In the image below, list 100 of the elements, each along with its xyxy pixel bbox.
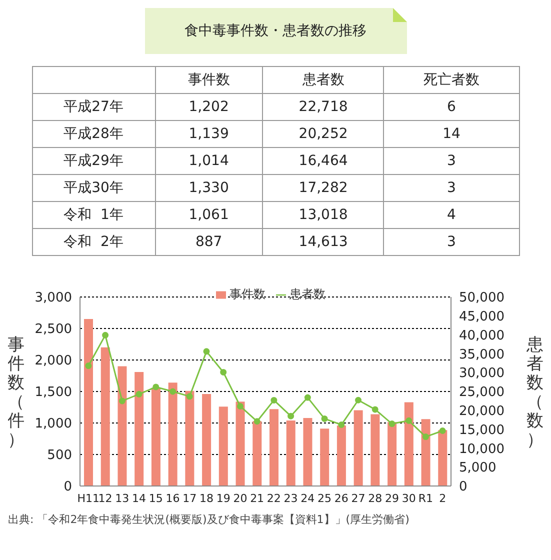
bar [438, 430, 448, 486]
x-tick-label: 22 [266, 492, 281, 505]
text: 事件数 [155, 66, 263, 94]
bar [134, 372, 144, 486]
bar [218, 406, 228, 486]
y2-tick-label: 30,000 [459, 366, 504, 382]
y-tick-label: 3,000 [34, 290, 72, 306]
x-tick-label: 26 [334, 492, 348, 505]
data-label: 4 [384, 202, 519, 228]
data-label: 20,252 [262, 120, 384, 148]
bar [303, 418, 312, 486]
x-tick-label: 27 [351, 492, 366, 505]
x-tick-label: 24 [300, 492, 315, 505]
point [422, 434, 429, 440]
bar [370, 414, 380, 486]
x-tick-label: 16 [166, 492, 180, 505]
data-label: 1,330 [155, 174, 263, 202]
point [85, 362, 92, 370]
bar [286, 420, 296, 486]
point [338, 422, 345, 428]
bar [421, 419, 430, 486]
bar [236, 402, 245, 486]
data-label: 1,014 [155, 148, 263, 174]
data-label: 6 [384, 94, 519, 120]
point [118, 398, 126, 404]
data-label: 1,202 [155, 94, 263, 120]
point [321, 415, 328, 422]
x-tick-label: 21 [250, 492, 264, 505]
category-label: 平成29年 [32, 148, 155, 174]
category-label: 平成28年 [32, 120, 155, 148]
point [203, 348, 210, 355]
point [355, 396, 362, 404]
point [236, 402, 244, 410]
x-tick-label: 18 [199, 492, 214, 505]
x-tick-label: 19 [216, 492, 230, 505]
y2-tick-label: 35,000 [459, 347, 504, 362]
y-tick-label: 2,500 [34, 322, 72, 338]
data-label: 887 [155, 228, 263, 256]
x-tick-label: 30 [402, 492, 416, 505]
data-label: 3 [384, 174, 519, 202]
bar [100, 347, 110, 486]
y2-tick-label: 0 [459, 480, 468, 495]
category-label: 平成30年 [32, 174, 155, 202]
bar [202, 394, 212, 486]
point [304, 394, 311, 401]
x-tick-label: 15 [148, 492, 163, 505]
x-tick-label: 23 [284, 492, 298, 505]
x-tick-label: H11 [77, 492, 100, 505]
bar [151, 388, 160, 486]
text: 食中毒事件数・患者数の推移 [184, 23, 366, 39]
y-tick-label: 500 [47, 448, 72, 464]
bar [388, 422, 397, 486]
point [152, 384, 160, 390]
point [220, 368, 227, 376]
y2-tick-label: 50,000 [459, 290, 504, 306]
bar [185, 390, 194, 486]
x-tick-label: 25 [318, 492, 332, 505]
data-label: 1,139 [155, 120, 263, 148]
bar [354, 410, 363, 486]
data-label: 13,018 [262, 202, 384, 228]
text: 死亡者数 [384, 66, 519, 94]
x-tick-label: 2 [439, 492, 446, 505]
text: 患者数 [262, 66, 384, 94]
bar [84, 319, 93, 486]
y-tick-label: 2,000 [34, 354, 72, 369]
y2-tick-label: 40,000 [459, 328, 504, 344]
bar [252, 421, 262, 486]
point [288, 412, 294, 420]
category-label: 平成27年 [32, 94, 155, 120]
category-label: 令和 2年 [32, 228, 155, 256]
category-label: 令和 1年 [32, 202, 155, 228]
data-label: 22,718 [262, 94, 384, 120]
point [388, 420, 396, 428]
x-tick-label: 14 [132, 492, 146, 505]
point [102, 332, 109, 338]
data-label: 1,061 [155, 202, 263, 228]
data-label: 14 [384, 120, 519, 148]
point [439, 428, 446, 434]
y2-tick-label: 5,000 [459, 460, 496, 476]
legend-label: 患者数 [290, 287, 326, 301]
x-tick-label: 12 [98, 492, 112, 505]
bar [168, 382, 178, 486]
data-label: 3 [384, 228, 519, 256]
y2-tick-label: 15,000 [459, 422, 504, 438]
data-label: 16,464 [262, 148, 384, 174]
y-tick-label: 1,500 [34, 385, 72, 400]
point [136, 390, 142, 398]
legend-label: 事件数 [230, 287, 266, 301]
data-label: 3 [384, 148, 519, 174]
y2-axis-title: 患者数（数） [526, 335, 544, 450]
data-label: 14,613 [262, 228, 384, 256]
y-tick-label: 0 [64, 480, 72, 495]
bar [336, 426, 346, 486]
y2-tick-label: 45,000 [459, 310, 504, 325]
x-tick-label: 20 [233, 492, 248, 505]
x-tick-label: 28 [368, 492, 382, 505]
point [270, 396, 278, 404]
bar [404, 402, 414, 486]
data-label: 17,282 [262, 174, 384, 202]
x-tick-label: R1 [418, 492, 434, 505]
